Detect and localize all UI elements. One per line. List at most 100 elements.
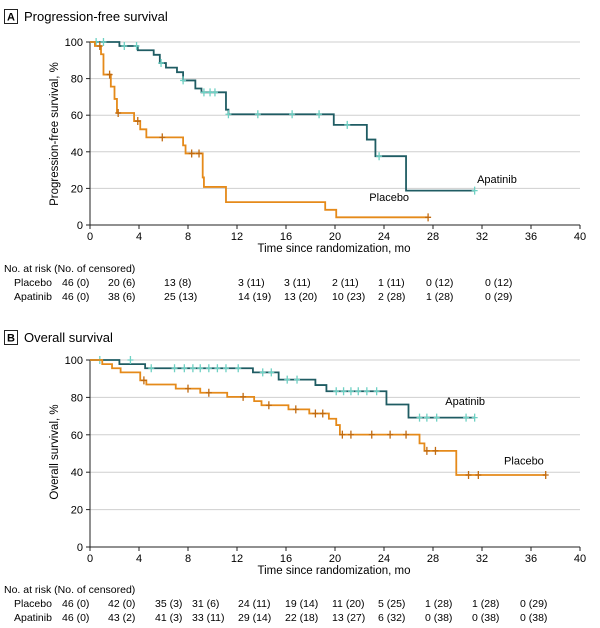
panel-b-placebo-censor-mark [140, 376, 147, 385]
panel-a-apatinib-censor-mark [471, 186, 478, 195]
panel-b-risk-cell: 22 (18) [285, 612, 318, 624]
panel-b-letter: B [7, 333, 15, 345]
panel-b-apatinib-censor-mark [333, 387, 340, 396]
panel-a-header: A Progression-free survival [4, 9, 168, 24]
panel-a-risk-cell: 0 (12) [485, 277, 512, 289]
panel-a-placebo-censor-mark [96, 42, 103, 51]
panel-a-apatinib-censor-mark [133, 42, 140, 51]
panel-b-apatinib-censor-mark [205, 364, 212, 373]
panel-a-risk-cell: 2 (11) [332, 277, 359, 289]
panel-a-apatinib-censor-mark [316, 110, 323, 119]
panel-b-apatinib-censor-mark [235, 364, 242, 373]
panel-b-x-tick-label: 8 [185, 553, 191, 565]
panel-a-apatinib-censor-mark [211, 88, 218, 97]
panel-b-plot: 0 20 40 60 80 100 0 4 8 12 16 20 24 28 32 36 40 Apatinib P… [65, 355, 586, 565]
panel-b-x-tick-label: 12 [231, 553, 243, 565]
panel-b-apatinib-censor-mark [416, 413, 423, 422]
panel-a-risk-cell: 38 (6) [108, 291, 135, 303]
panel-b-risk-row-label-placebo: Placebo [14, 598, 52, 610]
panel-b-y-tick-label: 80 [71, 392, 83, 404]
panel-a-letter: A [7, 12, 15, 24]
panel-a-placebo-censor-mark [106, 70, 113, 79]
panel-b-placebo-censor-mark [475, 471, 482, 480]
panel-b-placebo-censor-mark [319, 409, 326, 418]
panel-b-apatinib-censor-mark [148, 364, 155, 373]
panel-a-risk-cell: 3 (11) [284, 277, 311, 289]
panel-a-x-tick-label: 12 [231, 231, 243, 243]
panel-b-y-axis-label: Overall survival, % [49, 404, 61, 499]
panel-b-x-tick-label: 40 [574, 553, 586, 565]
panel-a-risk-cell: 25 (13) [164, 291, 197, 303]
panel-a-apatinib-censor-mark [121, 42, 128, 51]
panel-b-apatinib-censor-mark [259, 368, 266, 377]
panel-a-x-tick-label: 24 [378, 231, 390, 243]
panel-a-risk-header: No. at risk (No. of censored) [4, 263, 135, 275]
panel-b-risk-row-label-apatinib: Apatinib [14, 612, 52, 624]
panel-b-risk-cell: 31 (6) [192, 598, 219, 610]
panel-b-placebo-label: Placebo [504, 456, 544, 468]
panel-b-risk-cell: 5 (25) [378, 598, 405, 610]
panel-a-placebo-curve [90, 41, 429, 219]
panel-a-risk-cell: 10 (23) [332, 291, 365, 303]
panel-b-x-tick-label: 20 [329, 553, 341, 565]
panel-a-placebo-censor-mark [115, 109, 122, 118]
panel-a-risk-cell: 1 (11) [378, 277, 405, 289]
panel-a-y-tick-label: 40 [71, 147, 83, 159]
panel-b-y-tick-label: 0 [77, 542, 83, 554]
panel-a-risk-row-label-placebo: Placebo [14, 277, 52, 289]
panel-b-risk-cell: 0 (29) [520, 598, 547, 610]
panel-b-placebo-censor-mark [403, 430, 410, 439]
panel-b-y-tick-label: 20 [71, 505, 83, 517]
panel-b-x-tick-label: 24 [378, 553, 390, 565]
panel-a-risk-cell: 13 (8) [164, 277, 191, 289]
panel-b-risk-cell: 46 (0) [62, 612, 89, 624]
panel-b-risk-cell: 24 (11) [238, 598, 271, 610]
panel-b-apatinib-censor-mark [363, 387, 370, 396]
panel-a-apatinib-censor-mark [200, 88, 207, 97]
panel-a-y-tick-label: 100 [65, 37, 83, 49]
panel-a-x-tick-label: 8 [185, 231, 191, 243]
panel-b-x-tick-label: 28 [427, 553, 439, 565]
panel-b-apatinib-censor-mark [463, 413, 470, 422]
panel-a-placebo-censor-mark [425, 213, 432, 222]
panel-b-title: Overall survival [24, 330, 113, 345]
panel-a-risk-cell: 14 (19) [238, 291, 271, 303]
panel-b-risk-cell: 29 (14) [238, 612, 271, 624]
panel-b-apatinib-censor-mark [340, 387, 347, 396]
panel-b-risk-cell: 33 (11) [192, 612, 225, 624]
panel-b-apatinib-censor-mark [347, 387, 354, 396]
panel-b-x-tick-label: 16 [280, 553, 292, 565]
panel-b-apatinib-censor-mark [294, 375, 301, 384]
panel-b-apatinib-censor-mark [181, 364, 188, 373]
panel-b-placebo-censor-mark [423, 446, 430, 455]
panel-b-y-tick-label: 60 [71, 430, 83, 442]
panel-b-apatinib-censor-mark [197, 364, 204, 373]
panel-b-placebo-censor-mark [432, 446, 439, 455]
panel-b-placebo-censor-mark [387, 430, 394, 439]
panel-b-placebo-censor-mark [339, 430, 346, 439]
panel-b-risk-cell: 41 (3) [155, 612, 182, 624]
panel-a-apatinib-curve [90, 41, 475, 192]
panel-a-plot: 0 20 40 60 80 100 0 4 8 12 16 20 24 28 32 36 40 Apatinib P… [65, 37, 586, 243]
panel-b-risk-cell: 19 (14) [285, 598, 318, 610]
panel-a-placebo-censor-mark [188, 149, 195, 158]
panel-b-placebo-censor-mark [465, 471, 472, 480]
panel-b-risk-cell: 1 (28) [425, 598, 452, 610]
panel-a-risk-cell: 20 (6) [108, 277, 135, 289]
panel-a-apatinib-censor-mark [254, 110, 261, 119]
panel-b-y-tick-label: 100 [65, 355, 83, 367]
panel-b-placebo-censor-mark [185, 384, 191, 393]
panel-b-risk-cell: 13 (27) [332, 612, 365, 624]
panel-b-risk-cell: 11 (20) [332, 598, 365, 610]
panel-b-x-tick-label: 36 [525, 553, 537, 565]
panel-a-x-tick-label: 32 [476, 231, 488, 243]
panel-b-risk-cell: 0 (38) [520, 612, 547, 624]
panel-a-apatinib-censor-mark [225, 110, 232, 119]
panel-b-apatinib-censor-mark [423, 413, 430, 422]
panel-a-risk-row-label-apatinib: Apatinib [14, 291, 52, 303]
panel-a-risk-cell: 46 (0) [62, 277, 89, 289]
panel-b-risk-cell: 35 (3) [155, 598, 182, 610]
panel-a-placebo-label: Placebo [369, 192, 409, 204]
panel-b-apatinib-label: Apatinib [445, 396, 485, 408]
